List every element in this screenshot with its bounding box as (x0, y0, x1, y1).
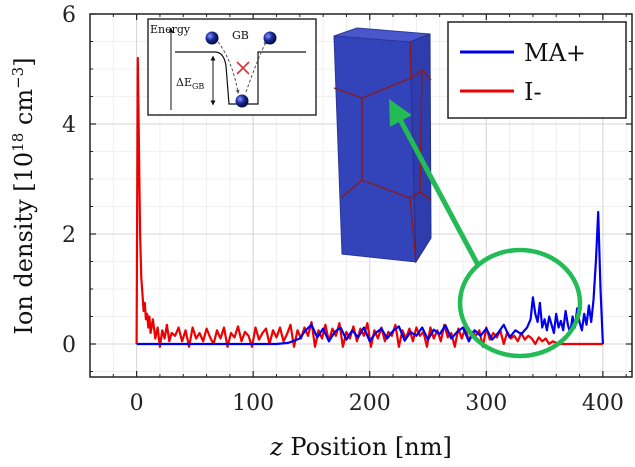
delta-e-label: ΔEGB (176, 76, 204, 91)
legend-box (447, 21, 627, 119)
y-tick-label: 2 (62, 223, 76, 248)
ion-ball-trapped-icon (235, 94, 249, 108)
axis-ticks (89, 13, 632, 377)
ion-path-out (245, 40, 267, 93)
x-tick-label: 300 (465, 391, 507, 416)
x-axis-label: z Position [nm] (269, 433, 452, 461)
gb-label: GB (232, 29, 249, 42)
x-tick-label: 0 (130, 391, 144, 416)
x-tick-label: 400 (582, 391, 624, 416)
ion-ball-right-icon (263, 31, 277, 45)
y-axis-label: Ion density [1018 cm−3] (9, 57, 38, 334)
x-tick-label: 200 (349, 391, 391, 416)
y-tick-label: 4 (62, 113, 76, 138)
energy-diagram-inset: Energy GB ΔEGB (147, 18, 317, 116)
legend-label-i-minus: I- (524, 78, 542, 106)
x-tick-label: 100 (232, 391, 274, 416)
highlight-circle (457, 247, 583, 359)
plot-frame (89, 13, 633, 378)
grain-column-illustration (333, 27, 432, 264)
legend-label-ma-plus: MA+ (524, 39, 586, 67)
highlight-arrow (389, 98, 481, 267)
blocked-cross-icon (236, 61, 250, 75)
grain-front-face (333, 35, 417, 263)
grain-boundary-lines (333, 41, 432, 263)
tick-labels: 0 100 200 300 400 0 2 4 6 (62, 3, 624, 416)
inset-frame (147, 18, 317, 116)
energy-label: Energy (150, 23, 191, 36)
y-tick-label: 6 (62, 3, 76, 28)
y-tick-label: 0 (62, 333, 76, 358)
ion-ball-left-icon (205, 31, 219, 45)
legend: MA+ I- (447, 21, 627, 119)
